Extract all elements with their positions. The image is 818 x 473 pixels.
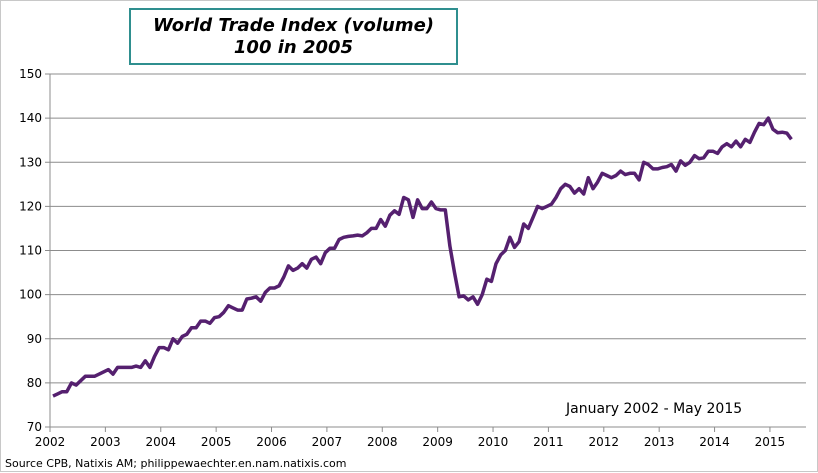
x-tick-label: 2009: [422, 435, 453, 449]
x-tick-label: 2005: [201, 435, 232, 449]
x-tick-label: 2012: [589, 435, 620, 449]
x-tick-label: 2015: [755, 435, 786, 449]
title-box: World Trade Index (volume) 100 in 2005: [129, 8, 458, 65]
y-tick-label: 80: [27, 376, 42, 390]
date-range-annotation: January 2002 - May 2015: [566, 401, 743, 417]
x-tick-label: 2006: [256, 435, 287, 449]
x-tick-label: 2002: [35, 435, 66, 449]
y-tick-label: 70: [27, 420, 42, 434]
chart-subtitle: 100 in 2005: [233, 37, 354, 58]
y-tick-label: 130: [19, 155, 42, 169]
y-tick-label: 110: [19, 244, 42, 258]
y-tick-label: 140: [19, 111, 42, 125]
x-tick-label: 2004: [145, 435, 176, 449]
x-tick-label: 2008: [367, 435, 398, 449]
x-tick-label: 2003: [90, 435, 121, 449]
y-tick-label: 90: [27, 332, 42, 346]
series-line: [52, 116, 793, 398]
y-tick-label: 100: [19, 288, 42, 302]
x-tick-label: 2007: [312, 435, 343, 449]
x-tick-label: 2014: [699, 435, 730, 449]
x-tick-label: 2013: [644, 435, 675, 449]
source-note: Source CPB, Natixis AM; philippewaechter…: [5, 457, 347, 470]
chart-title: World Trade Index (volume): [152, 15, 435, 36]
y-tick-label: 120: [19, 199, 42, 213]
x-tick-label: 2010: [478, 435, 509, 449]
y-tick-label: 150: [19, 67, 42, 81]
x-tick-label: 2011: [533, 435, 564, 449]
